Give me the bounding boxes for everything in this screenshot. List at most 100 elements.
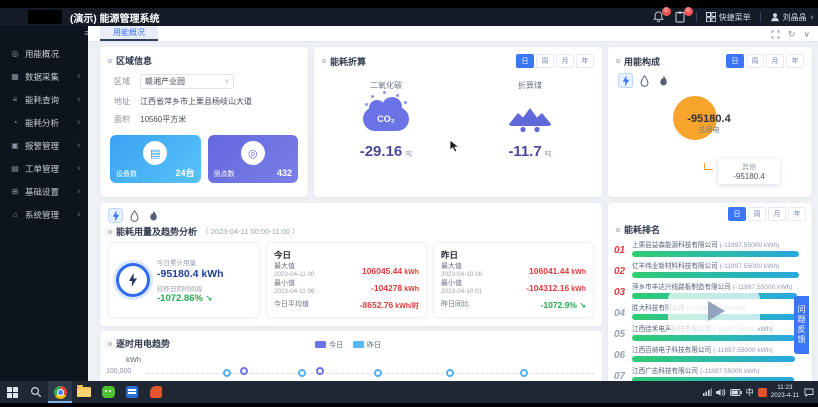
message-icon[interactable]: 0 — [674, 6, 693, 24]
video-play-button[interactable] — [668, 290, 760, 332]
electricity-icon[interactable] — [618, 73, 633, 88]
gas-icon[interactable] — [656, 73, 671, 88]
device-icon: ▤ — [143, 141, 168, 165]
wechat-taskbar-icon[interactable] — [96, 381, 120, 403]
data-point[interactable] — [298, 369, 306, 377]
sidebar-item-energy-analysis[interactable]: ◔ 能耗分析 ∨ — [0, 111, 88, 134]
period-tab-month[interactable]: 月 — [766, 54, 784, 68]
sidebar: ◎ 用能概况 ▦ 数据采集 ∨ ≡ 能耗查询 ∨ ◔ 能耗分析 ∨ ▣ 报警管理 ∨ ▤ 工单管理 ∨… — [0, 26, 88, 381]
data-point[interactable] — [446, 369, 454, 377]
data-point[interactable] — [223, 369, 231, 377]
powerpoint-taskbar-icon[interactable] — [144, 381, 168, 403]
title-bullet — [108, 229, 112, 234]
chevron-down-icon: ∨ — [76, 120, 81, 126]
data-point[interactable] — [316, 367, 324, 375]
chrome-taskbar-icon[interactable] — [48, 381, 72, 403]
start-button[interactable] — [0, 381, 24, 403]
sidebar-item-alarm[interactable]: ▣ 报警管理 ∨ — [11, 140, 81, 151]
period-tab-week[interactable]: 周 — [746, 54, 764, 68]
stat-row: 最小值 2023-04-11 06 -104278 kWh — [274, 280, 419, 296]
sidebar-item-overview[interactable]: ◎ 用能概况 — [11, 48, 60, 59]
card-title: 能耗排名 — [624, 225, 661, 235]
ranking-row[interactable]: 06 江西百纳电子科技有限公司 (-11897.55000 kWh) — [608, 344, 812, 365]
battery-icon[interactable] — [729, 388, 742, 396]
chevron-down-icon[interactable]: ∨ — [803, 28, 810, 39]
region-select[interactable]: 赣湘产业园 ∨ — [140, 74, 234, 89]
volume-icon[interactable] — [715, 388, 726, 397]
area-value: 10560平方米 — [140, 115, 187, 124]
refresh-icon[interactable]: ↻ — [787, 28, 796, 39]
file-explorer-taskbar-icon[interactable] — [72, 381, 96, 403]
fullscreen-icon[interactable] — [771, 30, 780, 39]
period-tab-week[interactable]: 周 — [536, 54, 554, 68]
trend-down-icon: ↘ — [579, 301, 586, 311]
sidebar-collapse-icon[interactable]: ≡ — [84, 28, 90, 38]
today-swatch — [315, 341, 326, 348]
water-icon[interactable] — [637, 73, 652, 88]
legend-today[interactable]: 今日 — [315, 340, 343, 350]
period-tab-day[interactable]: 日 — [516, 54, 534, 68]
tray-app-icon[interactable] — [757, 387, 767, 397]
search-button[interactable] — [24, 381, 48, 403]
gridline — [146, 373, 594, 374]
pie-icon: ◔ — [12, 118, 18, 127]
device-count-card[interactable]: ▤ 设备数 24台 — [110, 135, 201, 183]
yesterday-swatch — [353, 341, 364, 348]
data-point[interactable] — [374, 369, 382, 377]
ranking-row[interactable]: 02 亿丰伟业新材料科技有限公司 (-11897.55000 kWh) — [608, 260, 812, 281]
energy-composition-card: 用能构成 日 周 月 年 -95180.4 总用电 其他 -95180.4 — [608, 47, 812, 197]
sidebar-item-energy-query[interactable]: ≡ 能耗查询 ∨ — [0, 88, 88, 111]
sidebar-item-workorder[interactable]: ▤ 工单管理 ∨ — [11, 163, 81, 174]
gas-icon[interactable] — [146, 208, 161, 223]
period-tab-week[interactable]: 周 — [748, 207, 766, 221]
card-title: 逐时用电趋势 — [116, 339, 171, 349]
period-tab-year[interactable]: 年 — [576, 54, 594, 68]
chevron-down-icon: ∨ — [76, 97, 81, 103]
ranking-row[interactable]: 07 江西广志科技有限公司 (-11897.55000 kWh) — [608, 365, 812, 386]
workorder-icon: ▤ — [11, 164, 19, 173]
donut-chart[interactable] — [673, 96, 717, 140]
network-icon[interactable] — [702, 388, 712, 396]
windows-taskbar: 中 11:23 2023-4-11 — [0, 381, 818, 403]
today-title: 今日 — [274, 250, 292, 260]
water-icon[interactable] — [127, 208, 142, 223]
feedback-tab[interactable]: 问题反馈 — [794, 296, 809, 354]
play-icon — [708, 301, 725, 321]
ranking-bar — [632, 272, 799, 278]
electricity-icon[interactable] — [108, 208, 123, 223]
word-taskbar-icon[interactable] — [120, 381, 144, 403]
region-info-card: 区域信息 区域 赣湘产业园 ∨ 地址 江西省萍乡市上栗县杨岐山大道 面积 1056… — [100, 47, 308, 197]
point-count-card[interactable]: ◎ 测点数 432 — [207, 135, 298, 183]
quick-menu-button[interactable]: 快捷菜单 — [705, 12, 751, 23]
ime-indicator[interactable]: 中 — [745, 387, 754, 397]
data-point[interactable] — [520, 369, 528, 377]
notification-bell-icon[interactable]: 0 — [652, 6, 671, 24]
card-title: 能耗折算 — [330, 56, 367, 67]
tab-overview[interactable]: 用能概况 — [100, 26, 158, 41]
header-divider — [759, 12, 761, 22]
sidebar-item-data-collection[interactable]: ▦ 数据采集 ∨ — [11, 71, 81, 82]
ranking-row[interactable]: 01 上栗县益森能源科技有限公司 (-11897.55000 kWh) — [608, 239, 812, 260]
total-electricity-label: 总用电 — [698, 127, 720, 134]
period-tab-day[interactable]: 日 — [726, 54, 744, 68]
today-total-label: 今日累计用量 — [157, 259, 196, 267]
legend-yesterday[interactable]: 昨日 — [353, 340, 381, 350]
sidebar-item-basic-settings[interactable]: ⊞ 基础设置 ∨ — [11, 186, 81, 197]
sidebar-item-system[interactable]: ⌂ 系统管理 ∨ — [0, 203, 88, 226]
period-tab-day[interactable]: 日 — [728, 207, 746, 221]
coal-label: 折算煤 — [518, 81, 542, 90]
action-center-icon[interactable] — [803, 387, 815, 397]
taskbar-clock[interactable]: 11:23 2023-4-11 — [771, 384, 799, 400]
logo — [28, 10, 62, 24]
user-menu[interactable]: 刘晶晶 ∨ — [770, 12, 814, 23]
period-tab-year[interactable]: 年 — [786, 54, 804, 68]
app-title: (演示) 能源管理系统 — [70, 13, 160, 25]
period-tab-year[interactable]: 年 — [788, 207, 806, 221]
ranking-bar — [632, 356, 796, 362]
data-point[interactable] — [240, 367, 248, 375]
period-tab-month[interactable]: 月 — [556, 54, 574, 68]
user-icon — [770, 13, 779, 22]
title-bullet — [616, 227, 620, 232]
period-tab-month[interactable]: 月 — [768, 207, 786, 221]
